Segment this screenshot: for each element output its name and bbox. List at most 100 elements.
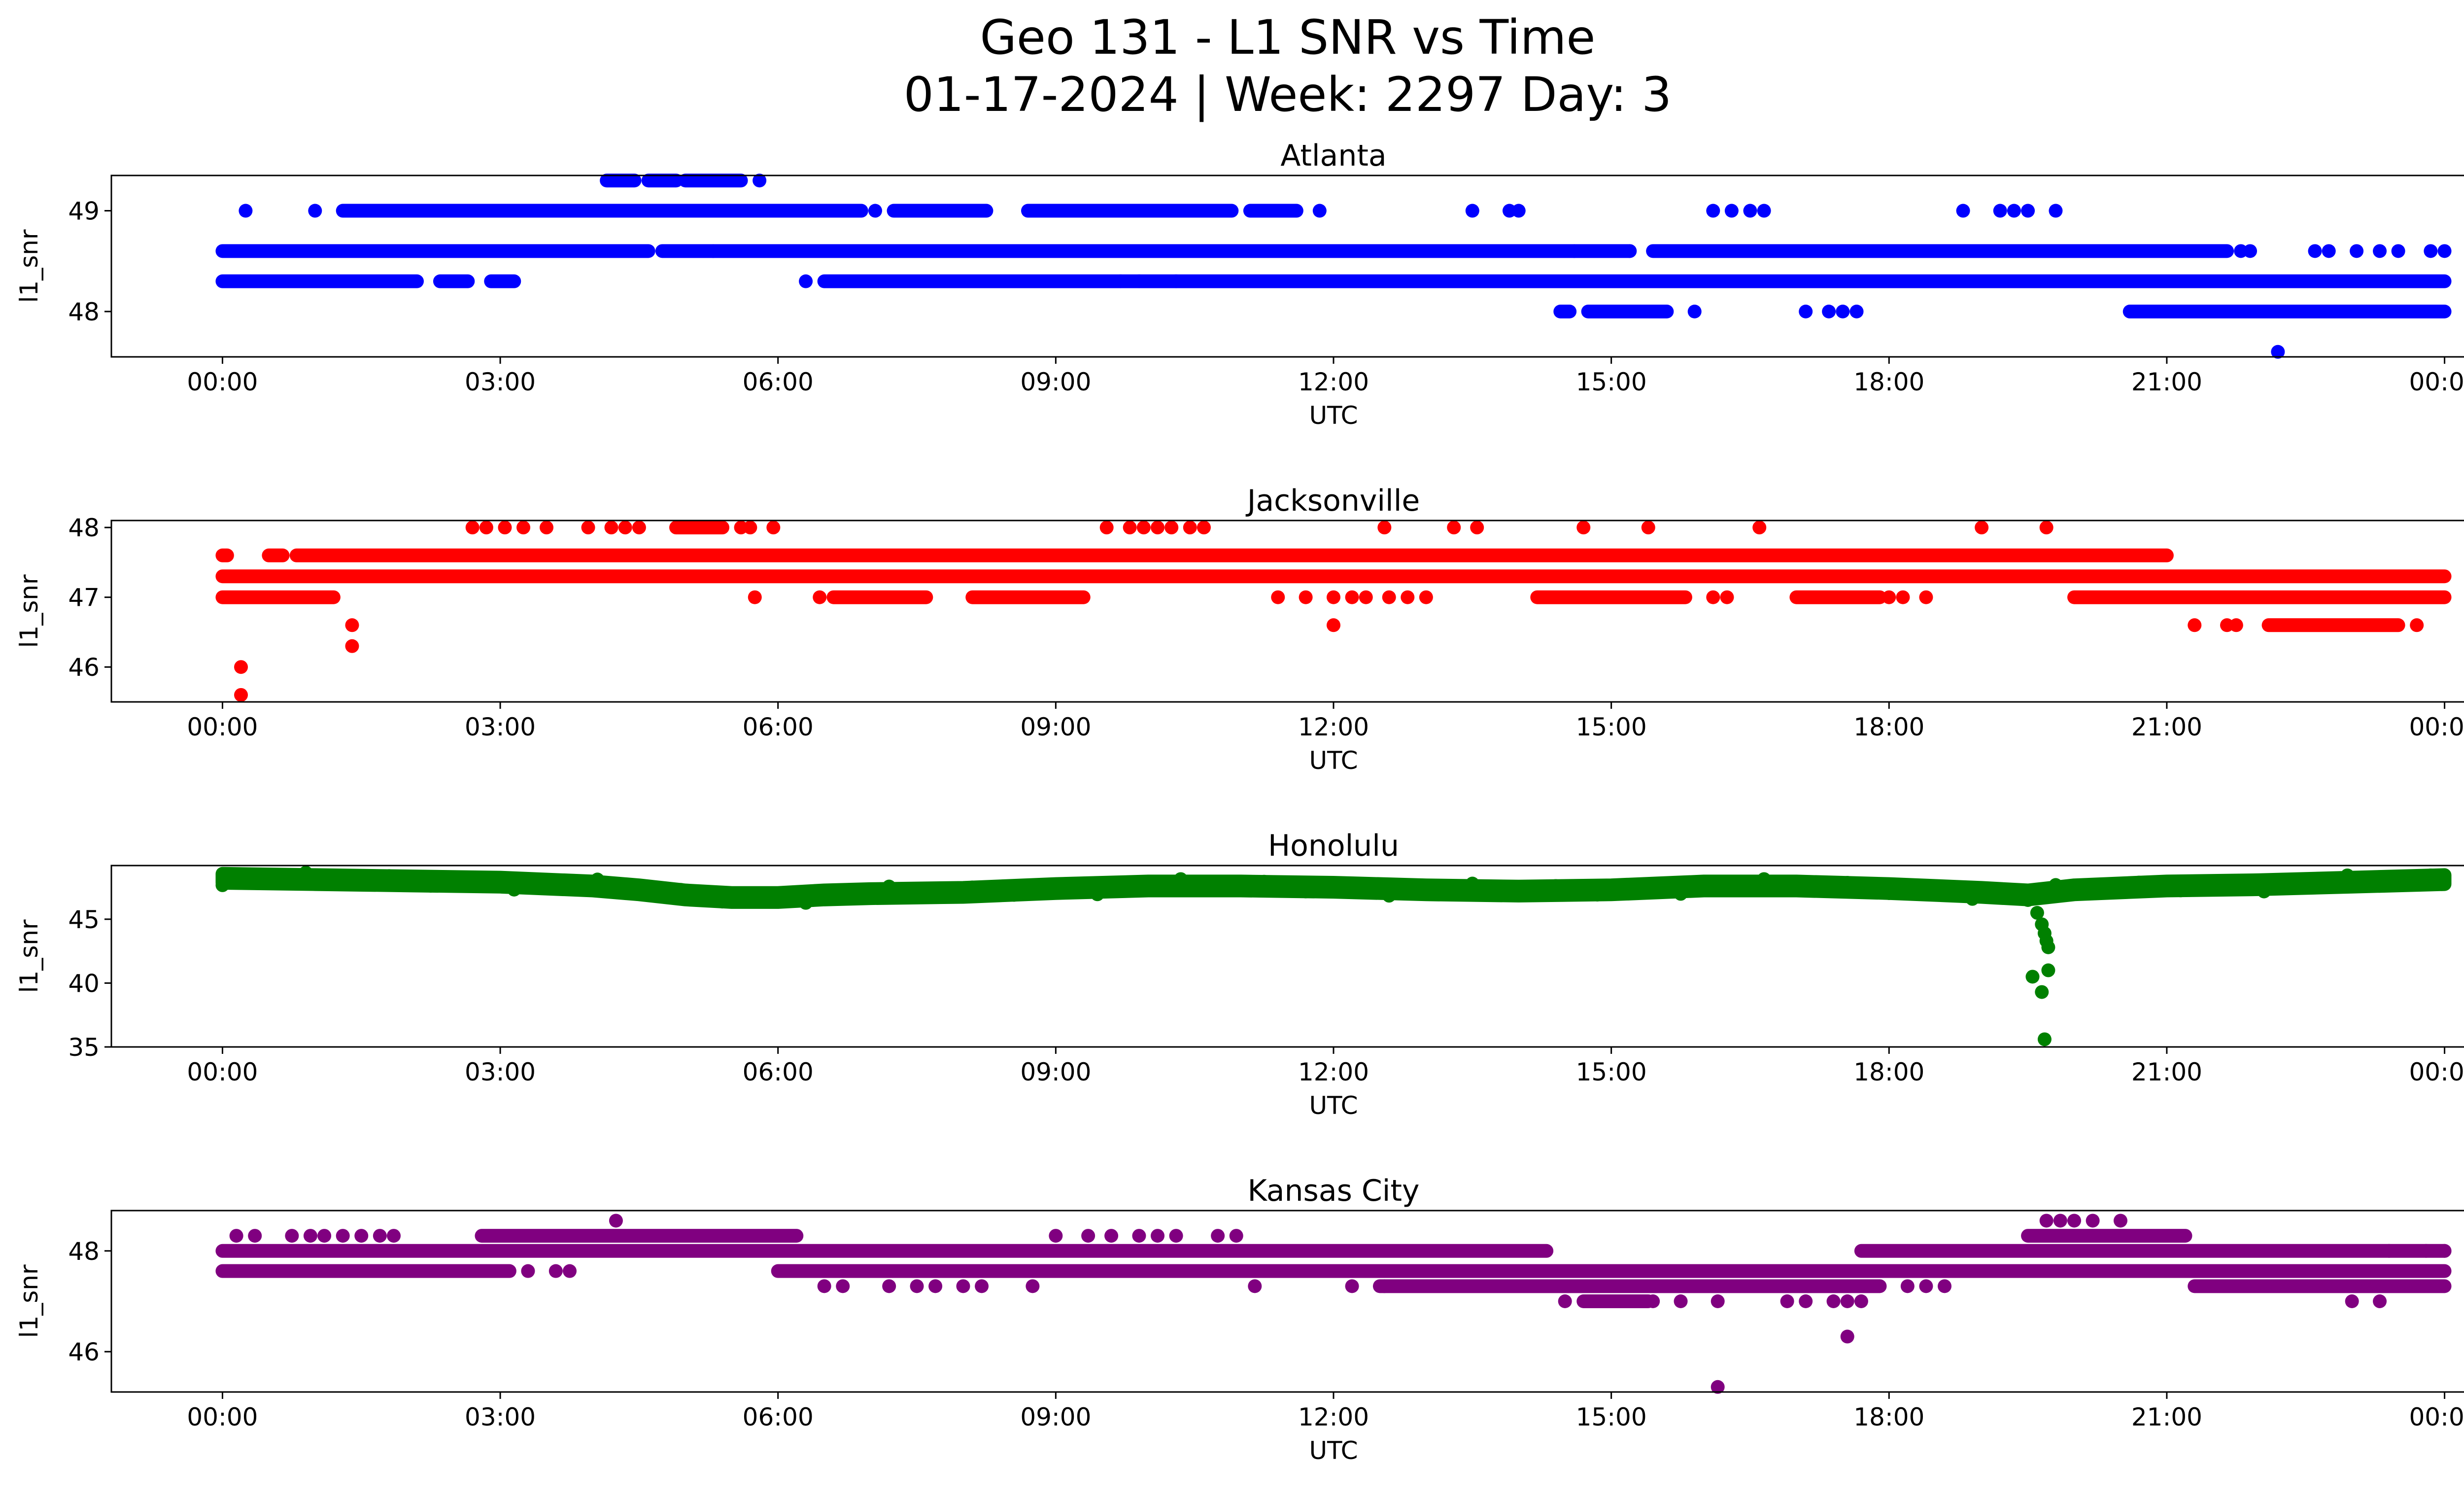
marker-run [336, 204, 868, 218]
x-tick-label: 03:00 [465, 368, 536, 396]
marker-run [1567, 244, 1637, 258]
marker [1590, 887, 1605, 902]
marker [753, 174, 767, 188]
marker-run [1553, 305, 1577, 318]
marker [632, 521, 646, 535]
marker [1099, 521, 1114, 535]
y-tick-label: 46 [68, 1338, 100, 1366]
marker [2340, 868, 2355, 882]
marker [234, 660, 248, 674]
marker [1169, 1229, 1183, 1243]
marker-run [1372, 1279, 1887, 1293]
marker [1419, 590, 1433, 604]
marker [2007, 204, 2021, 218]
marker [1623, 1294, 1637, 1308]
marker [521, 1264, 535, 1278]
marker [540, 521, 554, 535]
marker [1424, 883, 1438, 897]
marker-run [2122, 305, 2452, 318]
x-axis-label: UTC [1309, 1436, 1358, 1465]
marker [2308, 244, 2322, 258]
marker-run [289, 548, 2174, 562]
figure-title-line-1: Geo 131 - L1 SNR vs Time [980, 10, 1596, 65]
subplot-title: Honolulu [1268, 829, 1399, 863]
marker [2345, 1294, 2359, 1308]
marker-run [1854, 1244, 2452, 1258]
marker [1401, 590, 1415, 604]
marker [1164, 521, 1179, 535]
marker [956, 1279, 970, 1293]
marker [1132, 274, 1146, 288]
marker [2243, 244, 2257, 258]
marker [1327, 618, 1340, 632]
y-axis-label: l1_snr [15, 574, 43, 648]
y-tick-label: 49 [68, 197, 100, 226]
x-tick-label: 03:00 [465, 1403, 536, 1431]
marker-run [262, 548, 290, 562]
figure-title: Geo 131 - L1 SNR vs Time 01-17-2024 | We… [0, 9, 2464, 123]
marker [2373, 244, 2387, 258]
marker [1623, 244, 1637, 258]
marker [581, 521, 595, 535]
marker [1836, 305, 1850, 318]
series-markers [215, 1214, 2452, 1394]
marker-run [2067, 590, 2452, 604]
x-tick-label: 03:00 [465, 1058, 536, 1086]
marker [1183, 521, 1197, 535]
marker [239, 204, 253, 218]
marker [2437, 1244, 2452, 1258]
marker [799, 274, 813, 288]
marker [1896, 590, 1910, 604]
marker-run [484, 274, 521, 288]
marker [1822, 305, 1836, 318]
marker [2113, 1214, 2127, 1228]
y-tick-label: 45 [68, 905, 100, 934]
subplot-jacksonville: Jacksonville 00:00 03:00 06:00 09:00 12:00 15:… [15, 484, 2464, 775]
marker [516, 521, 531, 535]
marker [965, 880, 980, 895]
marker [1465, 204, 1479, 218]
x-tick-label: 18:00 [1853, 713, 1924, 741]
marker [2382, 1244, 2396, 1258]
marker [2049, 204, 2063, 218]
marker [1345, 1279, 1359, 1293]
marker [748, 590, 762, 604]
x-tick-label: 06:00 [743, 713, 814, 741]
marker-run [475, 1229, 804, 1243]
marker-run [215, 569, 2452, 584]
marker [2021, 204, 2035, 218]
x-axis-label: UTC [1309, 1091, 1358, 1120]
marker [2298, 876, 2313, 891]
marker [1799, 305, 1813, 318]
marker [817, 1279, 831, 1293]
marker [229, 1229, 243, 1243]
marker [1312, 204, 1327, 218]
marker [1026, 1279, 1040, 1293]
marker [373, 1229, 387, 1243]
marker [2035, 985, 2049, 999]
marker [2419, 1244, 2433, 1258]
marker [2041, 940, 2055, 954]
marker [1956, 204, 1970, 218]
marker [1327, 590, 1340, 604]
marker [382, 869, 396, 883]
marker [1558, 1294, 1572, 1308]
marker [716, 895, 729, 909]
marker-run [215, 274, 424, 288]
x-tick-label: 00:00 [187, 1403, 258, 1431]
marker [1382, 889, 1396, 903]
marker [465, 521, 479, 535]
subplot-atlanta: Atlanta 00:00 03:00 06:00 09:00 12:00 15:00 18:… [15, 139, 2464, 430]
x-tick-label: 15:00 [1576, 1403, 1647, 1431]
marker [1049, 879, 1063, 893]
x-tick-label: 06:00 [743, 1058, 814, 1086]
marker [1123, 521, 1137, 535]
marker-run [771, 1264, 2452, 1278]
marker [2174, 883, 2188, 898]
marker [1299, 884, 1313, 899]
marker [1799, 881, 1813, 896]
marker [799, 896, 813, 910]
marker [2215, 876, 2229, 890]
marker-run [706, 244, 1581, 258]
marker [1465, 876, 1479, 891]
